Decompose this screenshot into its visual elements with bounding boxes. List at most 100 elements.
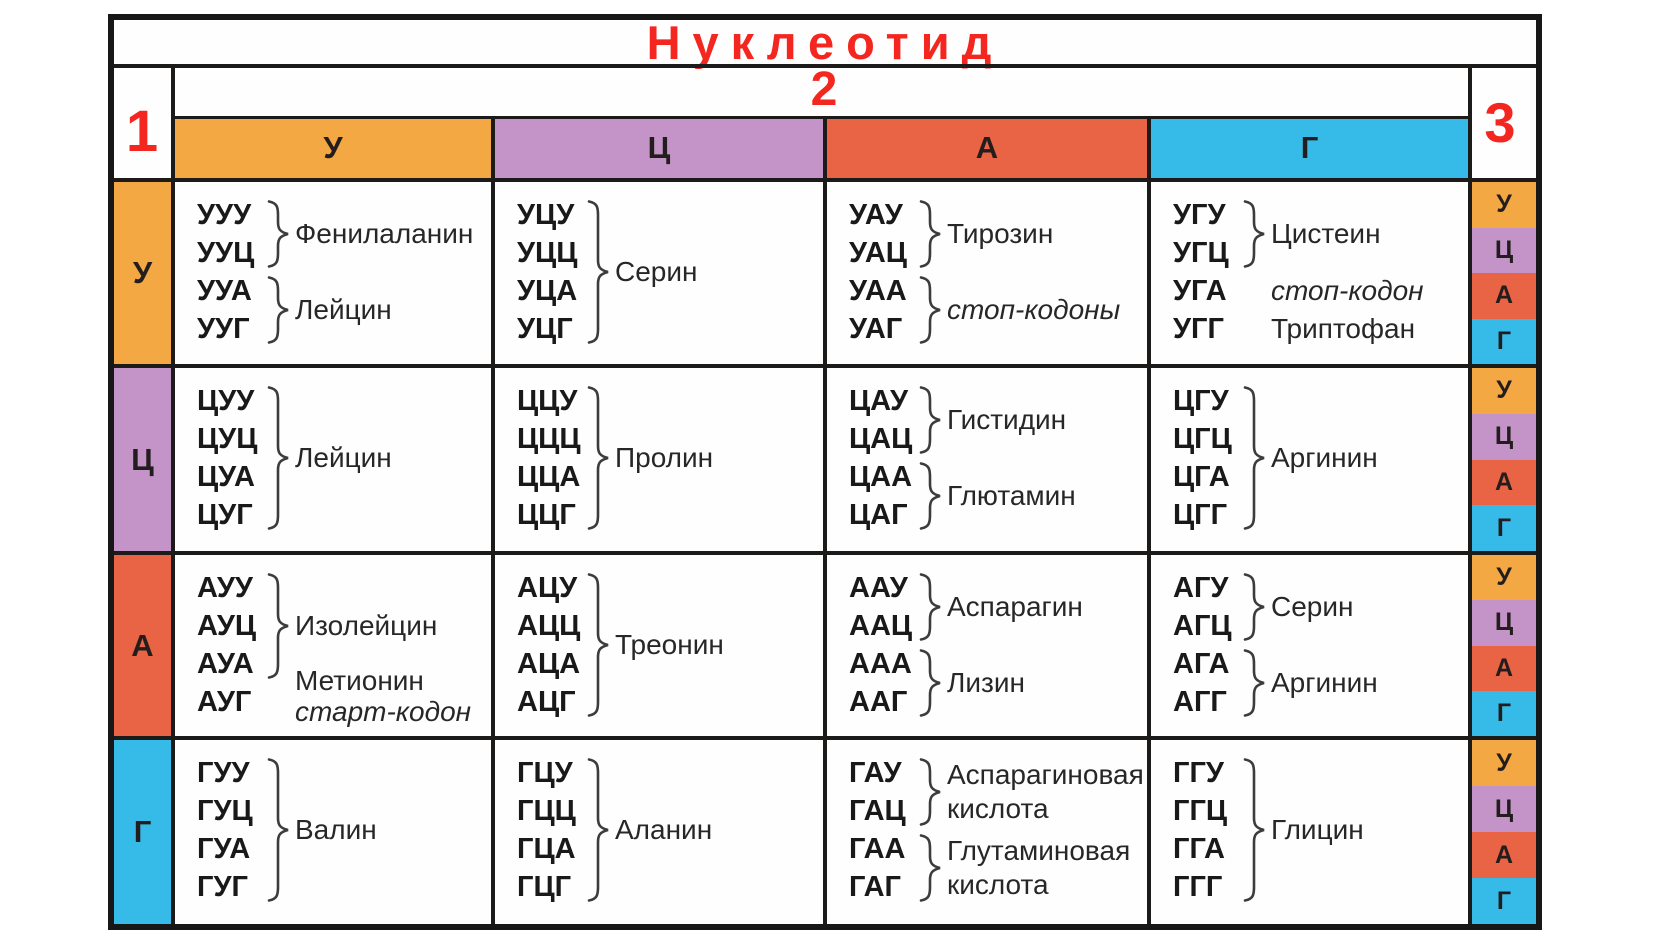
- codon-ЦЦГ: ЦЦГ: [517, 499, 576, 531]
- codon-group-bracket: [919, 649, 943, 722]
- amino-acid-label: Триптофан: [1271, 313, 1416, 344]
- codon-cell-УЦ: УЦУ УЦЦ УЦА УЦГ Серин: [495, 182, 823, 364]
- codon-ГАГ: ГАГ: [849, 871, 901, 903]
- curly-brace-icon: [1243, 386, 1265, 530]
- codon-УУУ: УУУ: [197, 199, 252, 231]
- amino-acid-label: Глютамин: [947, 480, 1076, 511]
- curly-brace-icon: [919, 834, 941, 902]
- codon-ЦАА: ЦАА: [849, 461, 913, 493]
- codon-ГУГ: ГУГ: [197, 871, 248, 903]
- amino-acid-label: Треонин: [615, 629, 724, 660]
- codon-УЦГ: УЦГ: [517, 313, 573, 345]
- amino-acid-label: Цистеин: [1271, 218, 1381, 249]
- codon-annotation-label: старт-кодон: [295, 696, 472, 727]
- nucleotide2-header-1: У: [175, 118, 491, 178]
- codon-group-bracket: [919, 834, 943, 907]
- codon-АГУ: АГУ: [1173, 572, 1229, 604]
- codon-УГЦ: УГЦ: [1173, 237, 1229, 269]
- codon-АУГ: АУГ: [197, 686, 252, 718]
- codon-УАА: УАА: [849, 275, 907, 307]
- curly-brace-icon: [919, 573, 941, 641]
- amino-acid-label: Пролин: [615, 442, 714, 473]
- codon-ЦУУ: ЦУУ: [197, 385, 255, 417]
- codon-cell-ГА: ГАУ ГАЦ Аспарагиновая кислота ГАА ГАГ Глутамин…: [827, 740, 1147, 924]
- nucleotide3-cell-4-2: Ц: [1472, 786, 1536, 832]
- amino-acid-label: Аргинин: [1271, 442, 1378, 473]
- nucleotide3-cell-1-4: Г: [1472, 318, 1536, 364]
- codon-cell-УУ: УУУ УУЦ Фенилаланин УУА УУГ Лейцин: [175, 182, 491, 364]
- curly-brace-icon: [919, 462, 941, 530]
- curly-brace-icon: [587, 758, 609, 902]
- codon-УАЦ: УАЦ: [849, 237, 907, 269]
- codon-group-bracket: [1243, 386, 1267, 535]
- position-label-2: 2: [810, 63, 838, 116]
- nucleotide1-row-header-4: Г: [114, 740, 171, 924]
- curly-brace-icon: [1243, 573, 1265, 641]
- codon-cell-АЦ: АЦУ АЦЦ АЦА АЦГ Треонин: [495, 555, 823, 736]
- amino-acid-label: Глицин: [1271, 814, 1364, 845]
- codon-ЦУГ: ЦУГ: [197, 499, 253, 531]
- codon-АЦУ: АЦУ: [517, 572, 578, 604]
- nucleotide1-row-header-3: А: [114, 555, 171, 736]
- codon-УЦА: УЦА: [517, 275, 578, 307]
- codon-ЦЦУ: ЦЦУ: [517, 385, 578, 417]
- amino-acid-label: Тирозин: [947, 218, 1054, 249]
- curly-brace-icon: [1243, 200, 1265, 268]
- nucleotide3-cell-1-3: А: [1472, 273, 1536, 319]
- body-column-separator-1: [491, 116, 495, 924]
- codon-ЦАГ: ЦАГ: [849, 499, 908, 531]
- codon-АУЦ: АУЦ: [197, 610, 257, 642]
- curly-brace-icon: [919, 758, 941, 826]
- body-column-separator-2: [823, 116, 827, 924]
- nucleotide3-cell-4-3: А: [1472, 832, 1536, 878]
- header-top-line: [175, 116, 1468, 119]
- amino-acid-label: Лейцин: [295, 294, 392, 325]
- nucleotide3-cell-2-1: У: [1472, 368, 1536, 414]
- codon-УЦЦ: УЦЦ: [517, 237, 578, 269]
- body-column-separator-3: [1147, 116, 1151, 924]
- codon-АУА: АУА: [197, 648, 254, 680]
- column3-separator-line: [1468, 64, 1472, 924]
- curly-brace-icon: [267, 573, 289, 679]
- position-label-3: 3: [1484, 91, 1516, 154]
- codon-group-bracket: [919, 758, 943, 831]
- codon-ЦГЦ: ЦГЦ: [1173, 423, 1232, 455]
- codon-cell-АА: ААУ ААЦ Аспарагин ААА ААГ Лизин: [827, 555, 1147, 736]
- codon-cell-ГЦ: ГЦУ ГЦЦ ГЦА ГЦГ Аланин: [495, 740, 823, 924]
- codon-group-bracket: [919, 462, 943, 535]
- codon-АГЦ: АГЦ: [1173, 610, 1232, 642]
- table-title: Нуклеотид: [646, 16, 1004, 69]
- codon-АЦЦ: АЦЦ: [517, 610, 581, 642]
- codon-ГАА: ГАА: [849, 833, 906, 865]
- nucleotide3-cell-2-2: Ц: [1472, 413, 1536, 460]
- nucleotide3-cell-4-1: У: [1472, 740, 1536, 786]
- codon-group-bracket: [587, 200, 611, 349]
- codon-УУГ: УУГ: [197, 313, 250, 345]
- position-label-1: 1: [125, 99, 159, 164]
- codon-cell-ГГ: ГГУ ГГЦ ГГА ГГГ Глицин: [1151, 740, 1468, 924]
- codon-group-bracket: [267, 386, 291, 535]
- amino-acid-label: Фенилаланин: [295, 218, 474, 249]
- codon-cell-УГ: УГУ УГЦ Цистеин УГА стоп-кодон УГГ Триптофан: [1151, 182, 1468, 364]
- codon-group-bracket: [1243, 200, 1267, 273]
- codon-ЦЦА: ЦЦА: [517, 461, 581, 493]
- nucleotide3-cell-3-2: Ц: [1472, 600, 1536, 646]
- curly-brace-icon: [919, 386, 941, 454]
- codon-group-bracket: [267, 573, 291, 684]
- nucleotide3-cell-2-3: А: [1472, 459, 1536, 506]
- codon-ГЦГ: ГЦГ: [517, 871, 572, 903]
- codon-group-bracket: [267, 758, 291, 907]
- codon-ГУЦ: ГУЦ: [197, 795, 253, 827]
- nucleotide3-cell-3-1: У: [1472, 555, 1536, 601]
- codon-УАГ: УАГ: [849, 313, 903, 345]
- codon-УЦУ: УЦУ: [517, 199, 575, 231]
- codon-group-bracket: [919, 573, 943, 646]
- nucleotide3-cell-2-4: Г: [1472, 505, 1536, 551]
- nucleotide1-row-header-2: Ц: [114, 368, 171, 551]
- codon-ГГА: ГГА: [1173, 833, 1225, 865]
- codon-АГГ: АГГ: [1173, 686, 1227, 718]
- amino-acid-label: Изолейцин: [295, 610, 438, 641]
- codon-ААА: ААА: [849, 648, 912, 680]
